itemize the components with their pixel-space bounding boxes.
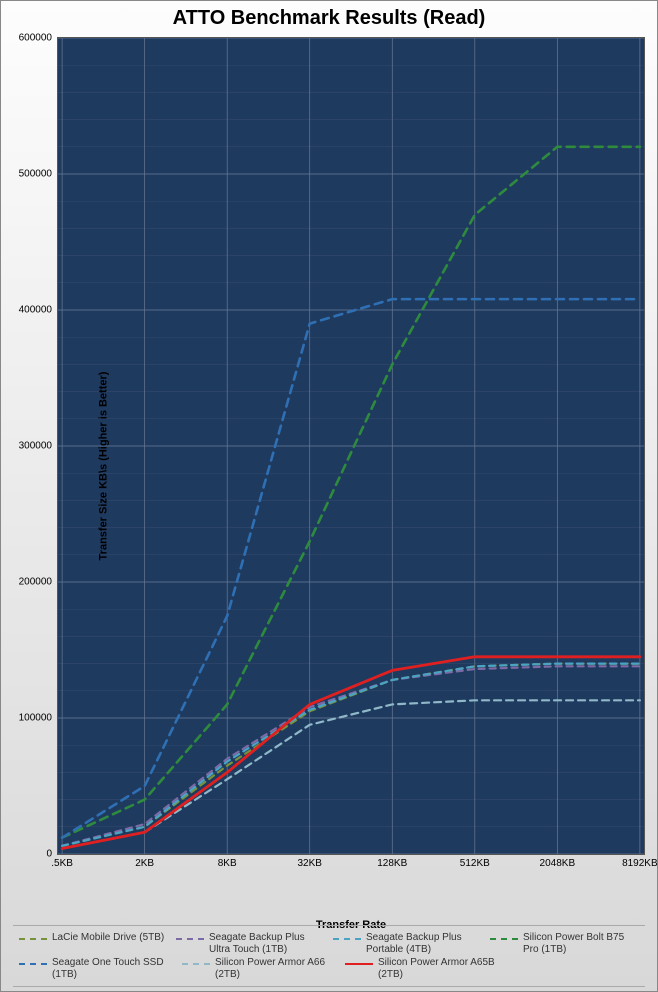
plot-wrapper: 0100000200000300000400000500000600000.5K… <box>57 37 645 895</box>
legend-item: Seagate Backup Plus Portable (4TB) <box>333 932 482 955</box>
legend-swatch <box>182 963 210 965</box>
legend-label: Silicon Power Armor A66 (2TB) <box>215 957 337 980</box>
x-tick-label: 2048KB <box>540 854 576 869</box>
legend-row: LaCie Mobile Drive (5TB) Seagate Backup P… <box>19 932 639 955</box>
x-tick-label: 32KB <box>297 854 321 869</box>
legend-item: Silicon Power Armor A65B (2TB) <box>345 957 500 980</box>
legend-swatch <box>19 963 47 965</box>
legend-swatch <box>19 938 47 940</box>
plot-area: 0100000200000300000400000500000600000.5K… <box>57 37 645 855</box>
x-tick-label: 8192KB <box>622 854 658 869</box>
x-tick-label: 2KB <box>135 854 154 869</box>
legend-label: LaCie Mobile Drive (5TB) <box>52 932 164 944</box>
y-tick-label: 600000 <box>19 33 58 44</box>
y-tick-label: 200000 <box>19 577 58 588</box>
x-tick-label: 128KB <box>377 854 407 869</box>
legend-item: LaCie Mobile Drive (5TB) <box>19 932 168 955</box>
legend-label: Silicon Power Bolt B75 Pro (1TB) <box>523 932 639 955</box>
y-tick-label: 500000 <box>19 169 58 180</box>
x-tick-label: 512KB <box>460 854 490 869</box>
legend: LaCie Mobile Drive (5TB) Seagate Backup P… <box>13 925 645 987</box>
legend-label: Silicon Power Armor A65B (2TB) <box>378 957 500 980</box>
legend-item: Silicon Power Armor A66 (2TB) <box>182 957 337 980</box>
legend-item: Seagate One Touch SSD (1TB) <box>19 957 174 980</box>
legend-label: Seagate One Touch SSD (1TB) <box>52 957 174 980</box>
legend-item: Silicon Power Bolt B75 Pro (1TB) <box>490 932 639 955</box>
x-tick-label: .5KB <box>51 854 73 869</box>
legend-swatch <box>333 938 361 940</box>
legend-swatch <box>345 963 373 965</box>
legend-swatch <box>490 938 518 940</box>
y-axis-label: Transfer Size KB\s (Higher is Better) <box>97 372 109 561</box>
legend-swatch <box>176 938 204 940</box>
chart-container: ATTO Benchmark Results (Read) 0100000200… <box>0 0 658 992</box>
legend-label: Seagate Backup Plus Portable (4TB) <box>366 932 482 955</box>
legend-label: Seagate Backup Plus Ultra Touch (1TB) <box>209 932 325 955</box>
legend-row: Seagate One Touch SSD (1TB) Silicon Power… <box>19 957 639 980</box>
plot-svg <box>58 38 644 854</box>
y-tick-label: 100000 <box>19 713 58 724</box>
y-tick-label: 400000 <box>19 305 58 316</box>
y-tick-label: 300000 <box>19 441 58 452</box>
chart-title: ATTO Benchmark Results (Read) <box>1 1 657 30</box>
x-tick-label: 8KB <box>218 854 237 869</box>
legend-item: Seagate Backup Plus Ultra Touch (1TB) <box>176 932 325 955</box>
